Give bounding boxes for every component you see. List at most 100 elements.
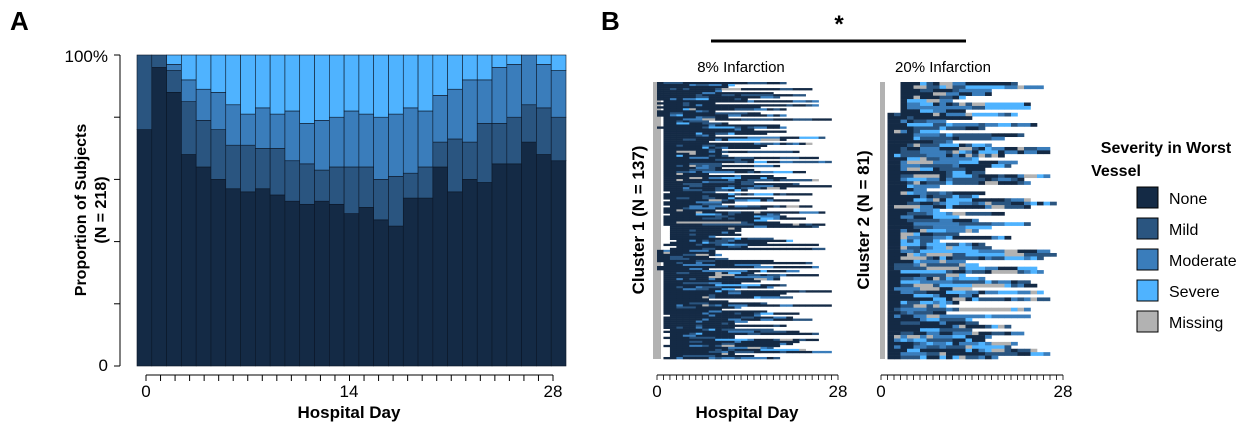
bar-day28-severe — [550, 54, 567, 71]
heat1-cell — [676, 259, 684, 263]
heat2-cell — [946, 140, 953, 144]
heat1-cell — [721, 278, 729, 281]
heat2-cell — [985, 314, 992, 319]
heat1-cell — [786, 261, 794, 265]
heat2-cell — [1017, 297, 1025, 302]
heat2-cell — [998, 280, 1005, 285]
heat1-cell — [695, 120, 703, 123]
heat1-cell — [728, 328, 735, 331]
heat1-cell — [728, 128, 735, 131]
heat1-cell — [689, 253, 697, 257]
heat1-cell — [689, 235, 697, 238]
heat1-cell — [747, 128, 755, 131]
heat1-cell — [728, 302, 735, 305]
heat1-cell — [695, 164, 703, 168]
heat1-cell — [682, 217, 690, 220]
bar-day11-none — [299, 203, 315, 367]
heat2-cell — [913, 317, 921, 322]
heat1-cell — [682, 140, 690, 143]
heat1-cell — [786, 247, 794, 251]
heat1-cell — [689, 130, 697, 133]
heat1-cell — [708, 229, 716, 232]
heat2-cell — [939, 170, 947, 175]
heat2-cell — [933, 317, 940, 322]
heat1-cell — [715, 282, 722, 285]
heat1-cell — [715, 203, 722, 206]
heat2-cell — [939, 246, 947, 250]
heat2-cell — [920, 82, 927, 86]
heat2-cell — [1004, 348, 1012, 353]
heat2-cell — [946, 82, 953, 86]
heat1-cell — [702, 199, 710, 202]
heat1-cell — [663, 175, 671, 178]
heat1-cell — [715, 88, 722, 91]
heat1-cell — [708, 304, 716, 307]
heat1-cell — [734, 142, 742, 145]
heat1-cell — [676, 306, 684, 309]
heat2-cell — [952, 314, 960, 319]
heat1-cell — [689, 158, 697, 162]
heat1-cell — [715, 179, 722, 182]
heat1-cell — [676, 270, 684, 273]
bar-day7-mild — [240, 144, 256, 193]
heat2-cell — [1011, 150, 1018, 155]
heat1-cell — [715, 288, 722, 291]
heat2-cell — [946, 300, 953, 305]
heat1-cell — [708, 175, 716, 178]
heat1-cell — [792, 88, 800, 91]
heat2-cell — [991, 270, 999, 274]
heat1-cell — [657, 94, 664, 97]
heat2-cell — [887, 191, 895, 196]
heat1-cell — [676, 314, 684, 317]
heat1-cell — [773, 316, 781, 319]
heat1-cell — [676, 128, 684, 131]
heat2-cell — [965, 352, 973, 356]
heat1-cell — [708, 320, 716, 323]
heat2-cell — [1011, 133, 1018, 138]
heat2-cell — [1011, 222, 1018, 226]
heat1-cell — [741, 124, 748, 127]
heat1-cell — [734, 302, 742, 305]
heat1-cell — [799, 205, 806, 208]
heat1-cell — [708, 352, 716, 356]
heat2-cell — [1004, 352, 1012, 356]
heat1-cell — [728, 320, 735, 323]
heat2-cell — [913, 348, 921, 353]
heat2-cell — [946, 167, 953, 172]
heat1-cell — [773, 142, 781, 145]
heat1-cell — [760, 241, 768, 245]
heat2-cell — [887, 276, 895, 281]
heat2-cell — [985, 198, 992, 202]
heat2-cell — [939, 249, 947, 254]
heat2-cell — [926, 266, 934, 271]
heat1-cell — [676, 298, 684, 301]
heat1-cell — [669, 130, 677, 133]
heat1-cell — [682, 312, 690, 315]
heat2-cell — [1017, 252, 1025, 257]
heat1-cell — [721, 106, 729, 109]
heat1-cell — [689, 88, 697, 91]
heat1-cell — [676, 126, 684, 129]
heat1-cell — [818, 136, 826, 139]
heat1-cell — [747, 219, 755, 222]
heat1-cell — [708, 122, 716, 125]
bar-day20-moderate — [432, 95, 448, 143]
heat2-cell — [926, 82, 934, 86]
heat1-cell — [766, 185, 774, 188]
heat1-cell — [766, 328, 774, 331]
heat1-cell — [760, 138, 768, 141]
heat2-cell — [959, 259, 966, 264]
heat1-cell — [657, 98, 664, 101]
heat1-cell — [753, 284, 761, 287]
heat2-cell — [1030, 85, 1038, 90]
heat1-cell — [669, 282, 677, 285]
heat1-cell — [734, 179, 742, 182]
heat2-cell — [900, 256, 908, 261]
heat1-cell — [676, 106, 684, 109]
heat1-cell — [669, 304, 677, 307]
heat2-cell — [1004, 256, 1012, 261]
heat2-cell — [913, 297, 921, 302]
heat1-cell — [786, 316, 794, 319]
heat1-cell — [682, 175, 690, 178]
heat1-cell — [721, 352, 729, 356]
